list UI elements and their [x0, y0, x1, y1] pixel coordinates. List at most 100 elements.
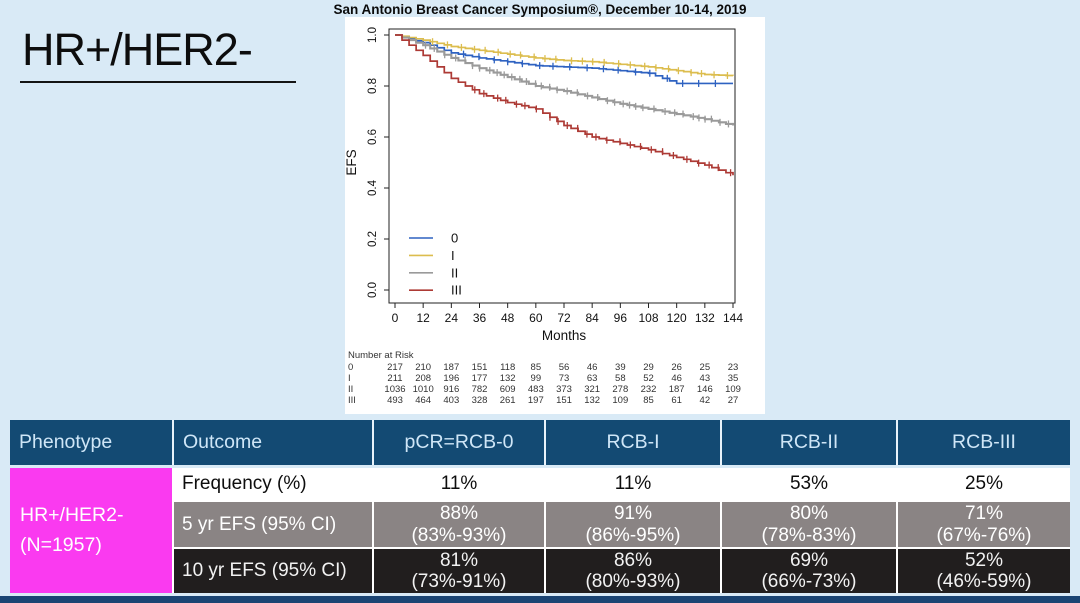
svg-text:403: 403 — [443, 395, 459, 406]
efs5-rcb3-value: 71% — [964, 503, 1004, 525]
svg-text:0.4: 0.4 — [367, 179, 379, 196]
efs10-rcb2-value: 69% — [789, 549, 829, 571]
efs10-rcb0-value: 81% — [439, 549, 479, 571]
outcome-10yr-efs: 10 yr EFS (95% CI) — [174, 549, 372, 593]
results-table-header: Phenotype Outcome pCR=RCB-0 RCB-I RCB-II… — [10, 420, 1070, 465]
svg-text:132: 132 — [500, 373, 516, 384]
efs5-rcb2-ci: (78%-83%) — [761, 524, 857, 546]
svg-text:609: 609 — [500, 384, 516, 395]
km-survival-chart: 0 12 24 36 48 60 72 84 96 108 120 132 144 Months 0.0 0.… — [344, 27, 743, 406]
phenotype-cell: HR+/HER2- (N=1957) — [10, 468, 172, 593]
svg-text:278: 278 — [612, 384, 628, 395]
phenotype-name: HR+/HER2- — [20, 504, 124, 526]
svg-text:Months: Months — [542, 328, 587, 343]
svg-text:43: 43 — [700, 373, 711, 384]
svg-text:1010: 1010 — [413, 384, 434, 395]
svg-text:0: 0 — [451, 231, 458, 246]
svg-text:56: 56 — [559, 362, 570, 373]
freq-rcb2: 53% — [722, 468, 896, 500]
phenotype-n: (N=1957) — [20, 534, 102, 556]
svg-text:151: 151 — [472, 362, 488, 373]
efs5-rcb1-value: 91% — [613, 503, 653, 525]
svg-text:464: 464 — [415, 395, 431, 406]
svg-text:210: 210 — [415, 362, 431, 373]
efs5-rcb0-value: 88% — [439, 503, 479, 525]
svg-text:493: 493 — [387, 395, 403, 406]
svg-text:84: 84 — [585, 311, 599, 325]
svg-text:96: 96 — [614, 311, 628, 325]
svg-text:144: 144 — [723, 311, 743, 325]
efs10-rcb0-ci: (73%-91%) — [411, 571, 507, 592]
efs10-rcb0: 81% (73%-91%) — [374, 549, 544, 593]
svg-text:23: 23 — [728, 362, 739, 373]
svg-text:0.0: 0.0 — [367, 282, 379, 298]
svg-text:217: 217 — [387, 362, 403, 373]
svg-text:63: 63 — [587, 373, 598, 384]
svg-text:I: I — [348, 373, 351, 384]
svg-text:36: 36 — [473, 311, 487, 325]
svg-text:0: 0 — [348, 362, 353, 373]
efs10-rcb3-ci: (46%-59%) — [936, 571, 1032, 592]
heading-underline — [20, 81, 296, 83]
svg-text:0.6: 0.6 — [367, 129, 379, 145]
efs10-rcb1-value: 86% — [613, 549, 653, 571]
svg-text:146: 146 — [697, 384, 713, 395]
svg-text:99: 99 — [531, 373, 542, 384]
svg-text:108: 108 — [638, 311, 658, 325]
freq-rcb3: 25% — [898, 468, 1070, 500]
svg-text:109: 109 — [612, 395, 628, 406]
header-rcb2: RCB-II — [722, 420, 896, 465]
svg-text:1036: 1036 — [384, 384, 405, 395]
svg-text:29: 29 — [643, 362, 654, 373]
svg-text:85: 85 — [643, 395, 654, 406]
svg-text:373: 373 — [556, 384, 572, 395]
svg-text:321: 321 — [584, 384, 600, 395]
efs5-rcb1: 91% (86%-95%) — [546, 502, 720, 547]
efs5-rcb2-value: 80% — [789, 503, 829, 525]
efs10-rcb1-ci: (80%-93%) — [585, 571, 681, 592]
svg-text:109: 109 — [725, 384, 741, 395]
svg-text:61: 61 — [671, 395, 682, 406]
efs5-rcb3: 71% (67%-76%) — [898, 502, 1070, 547]
svg-text:58: 58 — [615, 373, 626, 384]
svg-text:EFS: EFS — [345, 149, 359, 175]
svg-text:196: 196 — [443, 373, 459, 384]
svg-text:73: 73 — [559, 373, 570, 384]
header-phenotype: Phenotype — [10, 420, 172, 465]
svg-text:25: 25 — [700, 362, 711, 373]
svg-text:1.0: 1.0 — [367, 27, 379, 43]
svg-text:132: 132 — [695, 311, 715, 325]
svg-text:46: 46 — [587, 362, 598, 373]
svg-text:261: 261 — [500, 395, 516, 406]
svg-text:328: 328 — [472, 395, 488, 406]
svg-text:197: 197 — [528, 395, 544, 406]
svg-text:0.2: 0.2 — [367, 231, 379, 247]
svg-text:208: 208 — [415, 373, 431, 384]
outcome-frequency: Frequency (%) — [174, 468, 372, 500]
slide-bottom-bar — [0, 596, 1080, 603]
svg-text:35: 35 — [728, 373, 739, 384]
results-table: Phenotype Outcome pCR=RCB-0 RCB-I RCB-II… — [10, 420, 1070, 593]
svg-text:I: I — [451, 248, 455, 263]
efs10-rcb2: 69% (66%-73%) — [722, 549, 896, 593]
efs10-rcb2-ci: (66%-73%) — [761, 571, 857, 592]
svg-text:232: 232 — [641, 384, 657, 395]
efs5-rcb3-ci: (67%-76%) — [936, 524, 1032, 546]
header-rcb1: RCB-I — [546, 420, 720, 465]
header-outcome: Outcome — [174, 420, 372, 465]
header-pcr-rcb0: pCR=RCB-0 — [374, 420, 544, 465]
svg-text:0.8: 0.8 — [367, 78, 379, 94]
phenotype-heading: HR+/HER2- — [22, 24, 253, 75]
efs10-rcb1: 86% (80%-93%) — [546, 549, 720, 593]
svg-text:39: 39 — [615, 362, 626, 373]
svg-text:85: 85 — [531, 362, 542, 373]
svg-text:27: 27 — [728, 395, 739, 406]
svg-text:52: 52 — [643, 373, 654, 384]
svg-text:120: 120 — [667, 311, 687, 325]
svg-text:0: 0 — [392, 311, 399, 325]
svg-text:III: III — [348, 395, 356, 406]
svg-text:72: 72 — [557, 311, 571, 325]
efs5-rcb1-ci: (86%-95%) — [585, 524, 681, 546]
svg-text:177: 177 — [472, 373, 488, 384]
